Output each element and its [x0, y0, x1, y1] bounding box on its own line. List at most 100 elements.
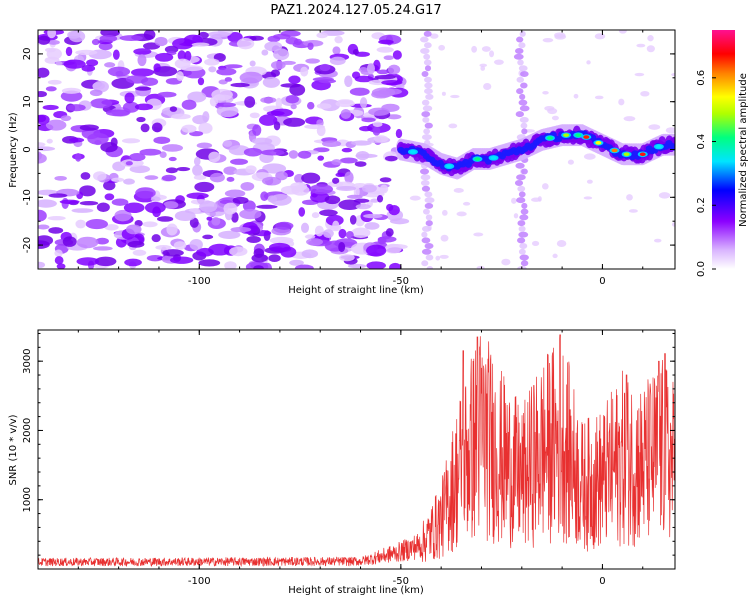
heatmap-cell: [100, 30, 120, 37]
heatmap-cell: [556, 240, 567, 247]
heatmap-cell: [162, 249, 184, 257]
heatmap-cell: [143, 30, 156, 40]
heatmap-cell: [249, 35, 264, 41]
heatmap-cell: [309, 184, 334, 195]
heatmap-cell: [272, 33, 291, 40]
heatmap-cell: [163, 201, 179, 209]
heatmap-cell: [490, 156, 497, 160]
heatmap-cell: [262, 76, 280, 88]
heatmap-cell: [60, 115, 72, 122]
heatmap-cell: [208, 151, 221, 163]
snr-frame: [37, 329, 676, 570]
heatmap-cell: [198, 122, 213, 134]
heatmap-cell: [176, 71, 184, 82]
heatmap-cell: [129, 153, 146, 162]
heatmap-cell: [191, 42, 210, 47]
heatmap-cell: [290, 104, 297, 110]
heatmap-cell: [259, 114, 278, 126]
heatmap-cell: [304, 234, 316, 239]
heatmap-cell: [340, 108, 352, 120]
heatmap-cell: [329, 56, 346, 66]
heatmap-cell: [151, 122, 163, 133]
heatmap-cell: [239, 208, 262, 220]
heatmap-cell: [521, 128, 528, 135]
heatmap-cell: [594, 33, 606, 40]
x-tick-label: 0: [599, 276, 605, 287]
heatmap-cell: [38, 146, 56, 152]
heatmap-cell: [518, 248, 526, 255]
heatmap-cell: [511, 197, 517, 204]
x-tick-label: -100: [188, 576, 211, 587]
y-tick-label: 20: [22, 48, 33, 61]
heatmap-cell: [211, 217, 221, 226]
heatmap-cell: [137, 54, 147, 67]
heatmap-cell: [139, 148, 162, 156]
heatmap-cell: [119, 35, 143, 41]
heatmap-cell: [378, 88, 402, 95]
heatmap-cell: [301, 249, 319, 259]
heatmap-cell: [161, 144, 183, 152]
heatmap-cell: [389, 218, 410, 225]
heatmap-cell: [366, 62, 375, 75]
heatmap-cell: [373, 135, 389, 143]
x-tick-label: -100: [188, 276, 211, 287]
heatmap-cell: [376, 194, 384, 203]
heatmap-cell: [244, 96, 256, 108]
heatmap-cell: [103, 180, 116, 191]
heatmap-cell: [355, 153, 378, 159]
heatmap-cell: [363, 213, 383, 219]
colorbar-tick-label: 0.6: [696, 70, 707, 86]
heatmap-cell: [395, 128, 403, 139]
heatmap-cell: [387, 64, 401, 75]
heatmap-cell: [153, 63, 161, 73]
heatmap-cell: [243, 147, 263, 157]
heatmap-cell: [462, 201, 471, 206]
heatmap-cell: [424, 76, 432, 83]
heatmap-cell: [96, 202, 110, 212]
heatmap-cell: [105, 109, 130, 117]
heatmap-cell: [166, 223, 178, 236]
heatmap-cell: [383, 55, 394, 61]
heatmap-cell: [261, 176, 282, 186]
heatmap-cell: [75, 219, 86, 229]
heatmap-cell: [450, 94, 460, 99]
heatmap-cell: [187, 91, 207, 103]
heatmap-cell: [359, 97, 368, 109]
heatmap-cell: [654, 238, 662, 243]
heatmap-cell: [421, 225, 432, 232]
heatmap-cell: [198, 259, 221, 267]
heatmap-cell: [515, 111, 524, 118]
heatmap-cell: [245, 165, 257, 174]
heatmap-cell: [389, 262, 402, 269]
heatmap-cell: [520, 260, 529, 267]
heatmap-cell: [157, 91, 177, 98]
heatmap-cell: [44, 47, 56, 53]
heatmap-cell: [364, 222, 380, 230]
heatmap-cell: [301, 222, 310, 234]
heatmap-cell: [421, 134, 432, 141]
heatmap-cell: [353, 198, 370, 203]
heatmap-cell: [339, 254, 355, 262]
heatmap-cell: [204, 58, 220, 66]
heatmap-cell: [153, 136, 171, 144]
heatmap-cell: [246, 236, 261, 243]
heatmap-cell: [216, 105, 239, 118]
heatmap-cell: [331, 159, 342, 166]
heatmap-cell: [493, 59, 504, 65]
heatmap-cell: [426, 266, 434, 269]
heatmap-cell: [453, 188, 464, 193]
heatmap-cell: [140, 123, 150, 133]
heatmap-cell: [338, 228, 347, 239]
colorbar-gradient: [712, 30, 735, 269]
y-tick-label: 0: [22, 146, 33, 152]
heatmap-cell: [421, 260, 429, 267]
heatmap-cell: [301, 172, 321, 184]
heatmap-cell: [114, 209, 132, 222]
heatmap-cell: [334, 35, 343, 44]
heatmap-cell: [223, 202, 238, 215]
heatmap-cell: [345, 231, 354, 239]
heatmap-cell: [134, 103, 154, 111]
heatmap-cell: [38, 153, 47, 164]
heatmap-cell: [100, 142, 118, 153]
